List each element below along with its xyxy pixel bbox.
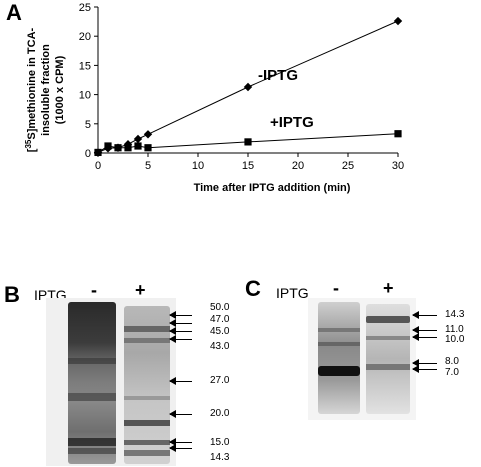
data-point-diamond xyxy=(393,16,403,26)
gel-c-iptg-label: IPTG xyxy=(276,285,309,301)
data-point-square xyxy=(114,144,122,152)
gel-c-arrow-5 xyxy=(412,365,437,373)
data-point-square xyxy=(244,138,252,146)
y-axis-title-line-1: [35S]methionine in TCA- xyxy=(24,27,38,152)
data-point-square xyxy=(144,144,152,152)
chart-axes xyxy=(97,7,398,154)
x-tick-label: 25 xyxy=(342,160,354,172)
data-point-diamond xyxy=(243,82,253,92)
y-tick-label: 20 xyxy=(79,31,91,43)
x-tick-label: 30 xyxy=(392,160,404,172)
gel-c-lane-plus: + xyxy=(383,278,394,298)
gel-c-marker-2: 11.0 xyxy=(445,324,464,335)
series-label-plus-iptg: +IPTG xyxy=(270,114,314,131)
gel-b-lane-plus: + xyxy=(135,280,146,300)
data-point-square xyxy=(104,142,112,150)
gel-b-arrow-2 xyxy=(169,319,192,327)
data-point-square xyxy=(394,130,402,138)
gel-c-arrow-1 xyxy=(412,311,437,319)
gel-b-arrow-6 xyxy=(169,410,192,418)
gel-b-arrow-7 xyxy=(169,438,192,446)
x-tick-label: 10 xyxy=(192,160,204,172)
data-point-square xyxy=(124,144,132,152)
y-tick-label: 25 xyxy=(79,2,91,14)
gel-b-marker-6: 20.0 xyxy=(210,408,230,419)
gel-b-image xyxy=(46,298,176,466)
gel-c-arrow-4 xyxy=(412,359,437,367)
gel-b-arrow-3 xyxy=(169,327,192,335)
x-tick-label: 15 xyxy=(242,160,254,172)
data-point-diamond xyxy=(143,130,153,139)
gel-b-marker-7: 15.0 xyxy=(210,437,230,448)
gel-c-image xyxy=(308,298,416,420)
x-tick-label: 5 xyxy=(145,160,151,172)
series-label-minus-iptg: -IPTG xyxy=(258,67,298,84)
gel-b-marker-5: 27.0 xyxy=(210,375,230,386)
gel-b-marker-2: 47.0 xyxy=(210,314,230,325)
y-tick-label: 0 xyxy=(85,148,91,160)
data-point-square xyxy=(94,148,102,157)
chart-ticks: 0 5 10 15 20 25 30 0 5 10 15 20 25 xyxy=(79,2,404,172)
gel-c-marker-3: 10.0 xyxy=(445,334,465,345)
gel-c-lane-minus: - xyxy=(333,278,339,298)
gel-b-arrow-8 xyxy=(169,444,192,452)
data-point-diamond xyxy=(133,134,143,144)
line-chart: 0 5 10 15 20 25 30 0 5 10 15 20 25 Time after IPTG a… xyxy=(24,2,404,194)
gel-c-arrow-2 xyxy=(412,326,437,334)
gel-b-marker-4: 43.0 xyxy=(210,341,230,352)
gel-b-arrow-1 xyxy=(169,311,192,319)
x-axis-title: Time after IPTG addition (min) xyxy=(194,182,351,194)
gel-c-marker-1: 14.3 xyxy=(445,309,465,320)
gel-b-marker-1: 50.0 xyxy=(210,302,230,313)
panel-a-label: A xyxy=(6,0,22,25)
y-tick-label: 10 xyxy=(79,90,91,102)
gel-c-marker-4: 8.0 xyxy=(445,356,459,367)
gel-b-marker-8: 14.3 xyxy=(210,452,230,463)
gel-b-marker-3: 45.0 xyxy=(210,326,230,337)
chart-points xyxy=(93,16,403,157)
y-tick-label: 5 xyxy=(85,119,91,131)
x-tick-label: 20 xyxy=(292,160,304,172)
panel-b-label: B xyxy=(4,282,20,307)
y-axis-title-line-2: insoluble fraction xyxy=(40,44,52,136)
gel-b-lane-minus: - xyxy=(91,280,97,300)
data-point-square xyxy=(134,142,142,150)
gel-c-marker-5: 7.0 xyxy=(445,367,459,378)
y-tick-label: 15 xyxy=(79,60,91,72)
x-tick-label: 0 xyxy=(95,160,101,172)
panel-c-label: C xyxy=(245,276,261,301)
gel-b-arrow-5 xyxy=(169,377,192,385)
gel-c-arrow-3 xyxy=(412,333,437,341)
gel-b-arrow-4 xyxy=(169,335,192,343)
y-axis-title-line-3: (1000 x CPM) xyxy=(54,55,66,124)
